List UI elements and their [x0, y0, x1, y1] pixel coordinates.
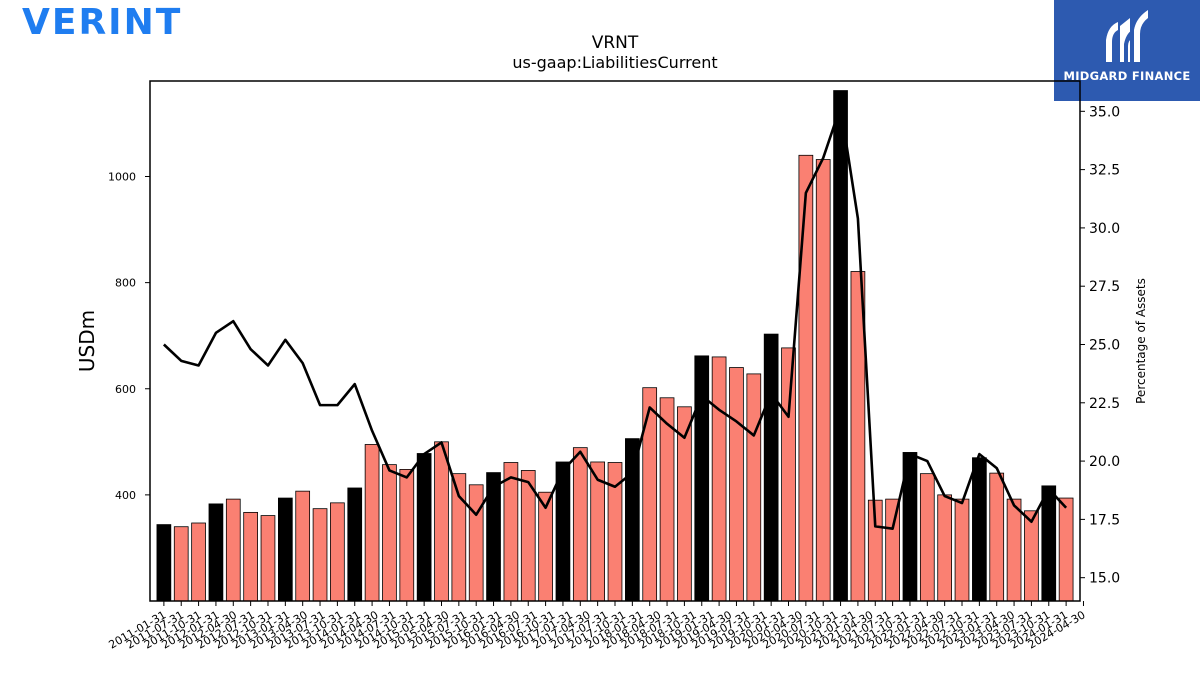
bar-quarterly — [173, 526, 189, 602]
bar-quarterly — [919, 473, 935, 602]
bar-quarterly — [330, 502, 345, 602]
bar-annual — [416, 453, 432, 602]
bar-annual — [763, 333, 779, 602]
bar-quarterly — [798, 154, 814, 602]
bar-quarterly — [937, 494, 952, 602]
bar-quarterly — [781, 347, 796, 602]
bar-quarterly — [572, 447, 588, 602]
bar-quarterly — [260, 515, 276, 602]
y-axis-label: USDm — [75, 310, 99, 372]
bar-quarterly — [885, 498, 900, 602]
bar-quarterly — [434, 441, 449, 602]
bar-annual — [277, 497, 293, 602]
bar-annual — [156, 524, 172, 602]
bar-quarterly — [191, 522, 206, 602]
bar-quarterly — [815, 159, 831, 602]
bar-quarterly — [243, 511, 258, 602]
y2-tick-label: 27.5 — [1089, 279, 1120, 295]
bar-annual — [694, 355, 710, 602]
bar-quarterly — [312, 508, 328, 602]
bar-quarterly — [295, 490, 311, 602]
bar-quarterly — [989, 472, 1005, 602]
line-layer — [162, 105, 1068, 531]
midgard-finance-wordmark: MIDGARD FINANCE — [1063, 69, 1191, 83]
y-tick-label: 1000 — [108, 171, 136, 184]
bar-quarterly — [399, 469, 415, 602]
bar-quarterly — [711, 356, 727, 602]
y-tick-label: 800 — [115, 277, 136, 290]
y2-tick-label: 20.0 — [1089, 454, 1120, 470]
bar-annual — [486, 472, 501, 602]
bar-quarterly — [746, 373, 762, 602]
y2-tick-label: 35.0 — [1089, 104, 1120, 120]
bar-quarterly — [468, 484, 484, 602]
bar-quarterly — [225, 498, 241, 602]
y2-tick-label: 15.0 — [1089, 571, 1120, 587]
y2-axis-label: Percentage of Assets — [1134, 278, 1148, 404]
y2-tick-label: 17.5 — [1089, 512, 1120, 528]
bar-quarterly — [1006, 498, 1022, 602]
bar-quarterly — [1024, 510, 1039, 602]
y-tick-label: 400 — [115, 489, 136, 502]
bar-quarterly — [729, 367, 744, 602]
bar-quarterly — [382, 464, 397, 602]
bar-quarterly — [1058, 497, 1074, 602]
pct-of-assets-line — [162, 105, 1068, 531]
bar-annual — [833, 90, 848, 602]
midgard-finance-logo: MIDGARD FINANCE — [1054, 0, 1200, 101]
y2-tick-label: 30.0 — [1089, 221, 1120, 237]
bar-annual — [972, 457, 987, 602]
bars-layer — [156, 90, 1074, 602]
y2-tick-label: 22.5 — [1089, 396, 1120, 412]
y2-tick-label: 32.5 — [1089, 163, 1120, 179]
midgard-emblem-icon — [1106, 10, 1148, 62]
bar-quarterly — [642, 387, 658, 602]
y2-tick-label: 25.0 — [1089, 337, 1120, 353]
chart-subtitle: us-gaap:LiabilitiesCurrent — [512, 53, 717, 72]
bar-quarterly — [503, 462, 519, 602]
chart-title: VRNT — [592, 33, 639, 53]
bar-annual — [1041, 485, 1057, 602]
bar-annual — [208, 503, 224, 602]
y-tick-label: 600 — [115, 383, 136, 396]
bar-quarterly — [954, 498, 970, 602]
bar-quarterly — [364, 444, 380, 602]
bar-annual — [625, 438, 640, 602]
bar-annual — [347, 487, 363, 602]
verint-logo: VERINT — [22, 2, 183, 43]
